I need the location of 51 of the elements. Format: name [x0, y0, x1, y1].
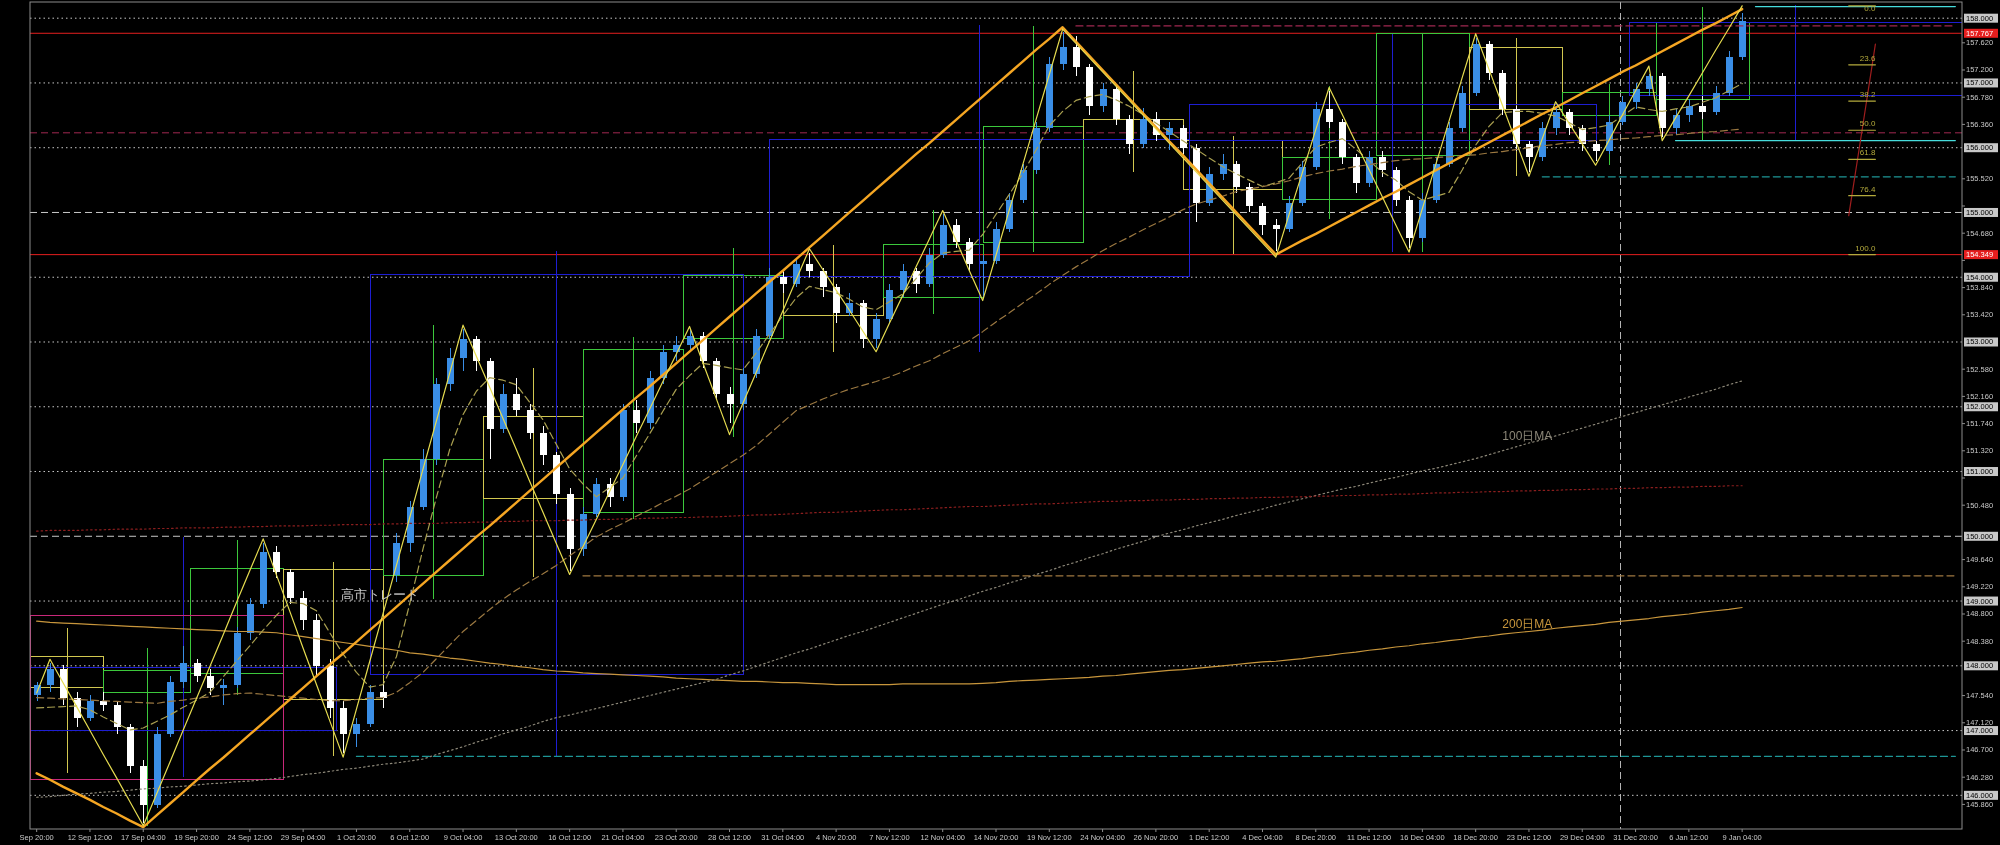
candlestick	[1553, 105, 1560, 136]
candlestick	[273, 545, 280, 579]
candlestick	[820, 267, 827, 298]
candlestick	[633, 399, 640, 434]
candlestick	[806, 252, 813, 278]
series-label: 50.0	[1859, 119, 1876, 129]
candlestick	[1246, 182, 1253, 213]
candlestick	[980, 254, 987, 298]
candlestick	[1379, 150, 1386, 178]
candlestick	[873, 312, 880, 349]
candlestick	[727, 386, 734, 424]
line-series	[36, 485, 1743, 532]
candlestick	[1593, 140, 1600, 162]
candlestick	[1259, 202, 1266, 236]
candlestick	[1233, 160, 1240, 194]
candlestick	[100, 691, 107, 712]
candlestick	[47, 662, 54, 693]
candlestick	[353, 717, 360, 748]
candlestick	[1100, 82, 1107, 113]
series-label: 76.4	[1859, 184, 1876, 194]
candlestick	[1220, 153, 1227, 181]
candlestick	[1073, 35, 1080, 77]
candlestick	[194, 658, 201, 683]
candlestick	[780, 270, 787, 294]
candlestick	[1273, 218, 1280, 252]
candlestick	[1326, 90, 1333, 129]
series-label: 100日MA	[1502, 428, 1553, 443]
candlestick	[1699, 95, 1706, 120]
series-label: 61.8	[1859, 148, 1876, 158]
candlestick	[966, 237, 973, 272]
candlestick	[460, 328, 467, 372]
series-label: 23.6	[1859, 53, 1876, 63]
candlestick	[207, 668, 214, 696]
series-label: 100.0	[1855, 243, 1876, 253]
line-series	[36, 606, 1743, 686]
candlestick	[1526, 140, 1533, 173]
candlestick	[540, 425, 547, 466]
candlestick	[953, 218, 960, 249]
line-series	[36, 380, 1743, 798]
candlestick	[1180, 124, 1187, 155]
candlestick	[1713, 85, 1720, 116]
candlestick	[114, 700, 121, 735]
candlestick	[527, 403, 534, 440]
candlestick	[513, 377, 520, 417]
candlestick	[300, 590, 307, 631]
candlestick	[220, 678, 227, 706]
candlestick	[87, 694, 94, 722]
candlestick	[1060, 31, 1067, 71]
series-label: 200日MA	[1502, 616, 1553, 631]
candlestick	[180, 645, 187, 689]
candlestick	[900, 263, 907, 298]
